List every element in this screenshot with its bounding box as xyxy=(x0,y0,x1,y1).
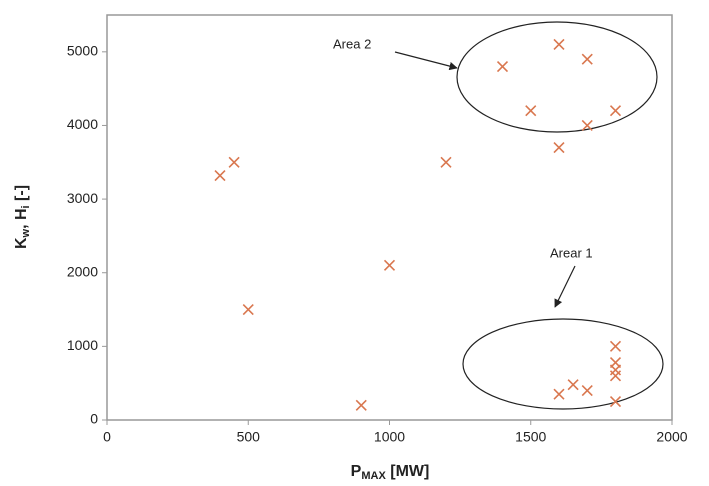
y-tick-label: 3000 xyxy=(67,190,98,206)
area-ellipse xyxy=(462,318,664,410)
point xyxy=(609,370,622,382)
point xyxy=(228,156,240,168)
title-part: K xyxy=(13,237,30,249)
point xyxy=(609,340,622,352)
point xyxy=(553,388,565,400)
title-part: [MW] xyxy=(386,463,430,480)
annotation: Arear 1 xyxy=(550,245,593,260)
x-tick-label: 500 xyxy=(237,429,261,445)
x-tick-label: 0 xyxy=(103,429,111,445)
point xyxy=(525,105,537,117)
point xyxy=(581,119,593,132)
area-ellipse xyxy=(456,21,658,133)
title-part: [-] xyxy=(13,185,30,205)
point xyxy=(214,169,226,182)
y-tick-label: 4000 xyxy=(67,116,98,132)
point xyxy=(567,379,579,391)
y-tick-label: 2000 xyxy=(67,263,98,279)
y-axis-title: Kw, Hi [-] xyxy=(13,185,32,249)
point xyxy=(609,396,622,408)
x-tick-label: 1000 xyxy=(374,429,405,445)
title-part: P xyxy=(351,463,362,480)
arrow xyxy=(554,265,576,308)
x-tick-label: 1500 xyxy=(515,429,546,445)
point xyxy=(581,53,593,65)
subscript: i xyxy=(20,205,32,208)
plot-frame xyxy=(106,14,673,421)
point xyxy=(496,60,509,73)
x-tick-label: 2000 xyxy=(656,429,687,445)
point xyxy=(553,141,565,154)
point xyxy=(553,38,565,51)
y-tick-label: 5000 xyxy=(67,43,98,59)
point xyxy=(609,105,622,117)
arrow xyxy=(394,51,458,71)
point xyxy=(581,384,593,397)
annotation: Area 2 xyxy=(333,36,371,51)
y-tick-label: 0 xyxy=(90,411,98,427)
point xyxy=(355,399,367,411)
title-part: , H xyxy=(13,208,30,228)
subscript: MAX xyxy=(361,470,386,482)
point xyxy=(383,259,396,271)
subscript: w xyxy=(20,228,32,238)
point xyxy=(440,156,452,168)
point xyxy=(242,303,254,316)
y-tick-label: 1000 xyxy=(67,337,98,353)
x-axis-title: PMAX [MW] xyxy=(351,463,430,482)
